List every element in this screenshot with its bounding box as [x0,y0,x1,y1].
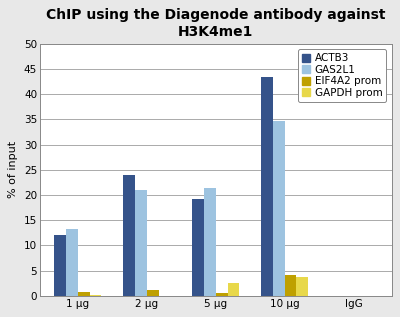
Bar [192,199,204,296]
Bar [90,295,101,296]
Bar [78,292,90,296]
Bar [216,293,228,296]
Bar [123,175,135,296]
Bar [66,229,78,296]
Legend: ACTB3, GAS2L1, EIF4A2 prom, GAPDH prom: ACTB3, GAS2L1, EIF4A2 prom, GAPDH prom [298,49,386,102]
Bar [204,188,216,296]
Bar [296,277,308,296]
Bar [273,121,285,296]
Bar [54,236,66,296]
Bar [135,190,147,296]
Bar [147,290,158,296]
Title: ChIP using the Diagenode antibody against
H3K4me1: ChIP using the Diagenode antibody agains… [46,8,386,39]
Y-axis label: % of input: % of input [8,141,18,198]
Bar [228,283,239,296]
Bar [285,275,296,296]
Bar [261,77,273,296]
